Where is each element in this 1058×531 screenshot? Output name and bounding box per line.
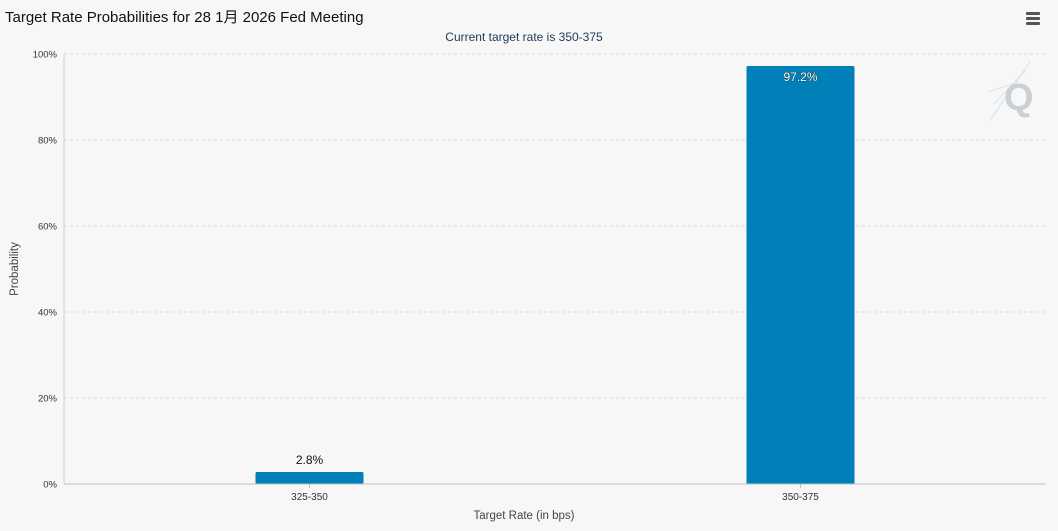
- chart-subtitle: Current target rate is 350-375: [445, 30, 603, 44]
- x-tick-label: 350-375: [782, 492, 819, 503]
- y-tick-label: 0%: [43, 480, 57, 491]
- y-axis-title: Probability: [9, 242, 21, 296]
- data-label: 2.8%: [296, 453, 324, 467]
- bars: [255, 66, 855, 484]
- y-axis: 0% 20% 40% 60% 80% 100%: [33, 50, 65, 491]
- y-tick-label: 20%: [38, 394, 58, 405]
- x-tick-label: 325-350: [291, 492, 328, 503]
- bar-350-375: [746, 66, 855, 484]
- x-axis: 325-350 350-375: [64, 483, 1046, 503]
- y-tick-label: 100%: [33, 50, 58, 61]
- bar-325-350: [255, 471, 364, 484]
- data-labels: 2.8% 97.2%: [296, 70, 818, 467]
- gridlines: [64, 53, 1046, 399]
- y-tick-label: 60%: [38, 222, 58, 233]
- hamburger-menu-icon[interactable]: [1022, 8, 1044, 28]
- page-title: Target Rate Probabilities for 28 1月 2026…: [5, 9, 364, 26]
- x-axis-title: Target Rate (in bps): [474, 510, 575, 522]
- y-tick-label: 80%: [38, 136, 58, 147]
- q-logo-icon: Q: [987, 61, 1034, 121]
- data-label: 97.2%: [783, 70, 817, 84]
- y-tick-label: 40%: [38, 308, 58, 319]
- watermark-letter: Q: [1004, 77, 1034, 119]
